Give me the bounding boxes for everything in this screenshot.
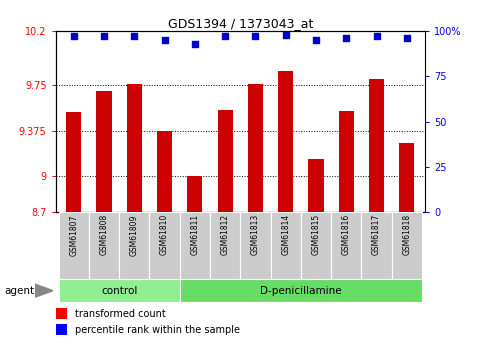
Point bbox=[373, 34, 381, 39]
Bar bbox=[278, 71, 293, 212]
Text: GSM61808: GSM61808 bbox=[99, 214, 109, 255]
Point bbox=[403, 36, 411, 41]
Text: agent: agent bbox=[5, 286, 35, 296]
Text: D-penicillamine: D-penicillamine bbox=[260, 286, 341, 296]
Bar bbox=[149, 212, 180, 279]
Bar bbox=[210, 212, 241, 279]
Title: GDS1394 / 1373043_at: GDS1394 / 1373043_at bbox=[168, 17, 313, 30]
Bar bbox=[361, 212, 392, 279]
Text: GSM61814: GSM61814 bbox=[281, 214, 290, 255]
Bar bbox=[119, 212, 149, 279]
Text: GSM61809: GSM61809 bbox=[130, 214, 139, 256]
Bar bbox=[309, 159, 324, 212]
Bar bbox=[66, 112, 81, 212]
Bar bbox=[241, 212, 270, 279]
Bar bbox=[248, 84, 263, 212]
Bar bbox=[392, 212, 422, 279]
Bar bbox=[180, 212, 210, 279]
Polygon shape bbox=[35, 284, 53, 297]
Point bbox=[100, 34, 108, 39]
Text: GSM61818: GSM61818 bbox=[402, 214, 412, 255]
Text: GSM61811: GSM61811 bbox=[190, 214, 199, 255]
Bar bbox=[270, 212, 301, 279]
Text: GSM61817: GSM61817 bbox=[372, 214, 381, 255]
Point bbox=[191, 41, 199, 47]
Text: GSM61807: GSM61807 bbox=[69, 214, 78, 256]
Bar bbox=[157, 131, 172, 212]
Point bbox=[70, 34, 78, 39]
Text: percentile rank within the sample: percentile rank within the sample bbox=[75, 325, 240, 335]
Point bbox=[221, 34, 229, 39]
Text: transformed count: transformed count bbox=[75, 309, 166, 318]
Bar bbox=[56, 308, 67, 319]
Bar bbox=[56, 324, 67, 335]
Bar bbox=[89, 212, 119, 279]
Bar bbox=[187, 176, 202, 212]
Bar bbox=[58, 212, 89, 279]
Bar bbox=[301, 212, 331, 279]
Bar bbox=[58, 279, 180, 302]
Point bbox=[252, 34, 259, 39]
Bar bbox=[97, 91, 112, 212]
Point bbox=[282, 32, 290, 38]
Text: GSM61816: GSM61816 bbox=[342, 214, 351, 255]
Bar bbox=[339, 111, 354, 212]
Bar bbox=[127, 84, 142, 212]
Point bbox=[312, 37, 320, 43]
Point bbox=[130, 34, 138, 39]
Text: GSM61812: GSM61812 bbox=[221, 214, 229, 255]
Text: GSM61815: GSM61815 bbox=[312, 214, 321, 255]
Bar bbox=[217, 109, 233, 212]
Bar bbox=[399, 143, 414, 212]
Point bbox=[342, 36, 350, 41]
Text: control: control bbox=[101, 286, 137, 296]
Text: GSM61810: GSM61810 bbox=[160, 214, 169, 255]
Bar bbox=[180, 279, 422, 302]
Bar bbox=[331, 212, 361, 279]
Bar bbox=[369, 79, 384, 212]
Text: GSM61813: GSM61813 bbox=[251, 214, 260, 255]
Point bbox=[161, 37, 169, 43]
